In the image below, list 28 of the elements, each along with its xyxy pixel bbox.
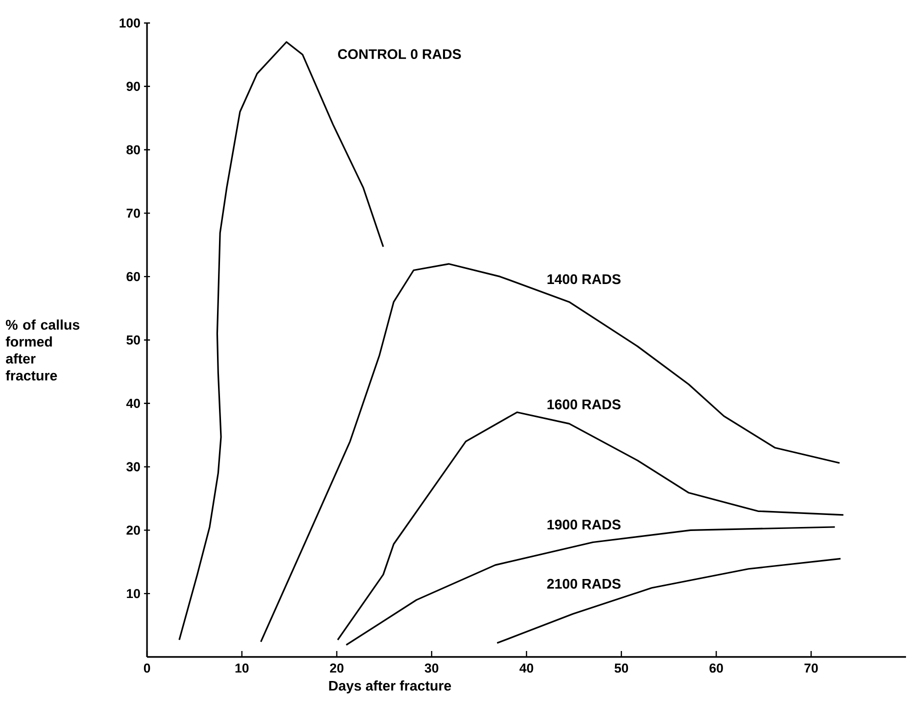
x-tick-label: 30 [424, 663, 438, 673]
y-tick-label: 100 [120, 18, 140, 28]
x-tick-label: 20 [330, 663, 344, 673]
series-label: 1400 RADS [548, 274, 621, 284]
text: CONTROL 0 RADS [338, 49, 461, 60]
series-label: 1600 RADS [548, 399, 621, 410]
x-tick-label: 60 [710, 663, 723, 673]
x-tick-label: 40 [520, 663, 534, 673]
series-label: 2100 RADS [547, 578, 621, 589]
y-tick-label: 10 [126, 588, 140, 598]
y-tick-label: 40 [126, 398, 140, 408]
x-tick-label: 10 [235, 663, 249, 673]
y-tick-label: 80 [126, 145, 140, 154]
x-axis-title: Days after fracture [329, 680, 452, 694]
line-series [336, 411, 844, 641]
y-tick-label: 60 [126, 272, 140, 282]
y-tick-label: 30 [126, 462, 140, 472]
y-axis-title: % of callus formed after fracture [6, 320, 80, 381]
y-tick-label: 70 [126, 208, 140, 218]
series-label: 1900 RADS [548, 520, 621, 530]
x-tick-label: 50 [614, 663, 628, 673]
y-tick-label: 90 [126, 82, 140, 91]
y-tick-label: 20 [126, 526, 140, 535]
x-tick-label: 70 [804, 663, 818, 673]
x-tick-label: 0 [144, 663, 150, 673]
line-series [496, 558, 842, 644]
y-tick-label: 50 [126, 335, 140, 345]
line-series [260, 263, 840, 643]
